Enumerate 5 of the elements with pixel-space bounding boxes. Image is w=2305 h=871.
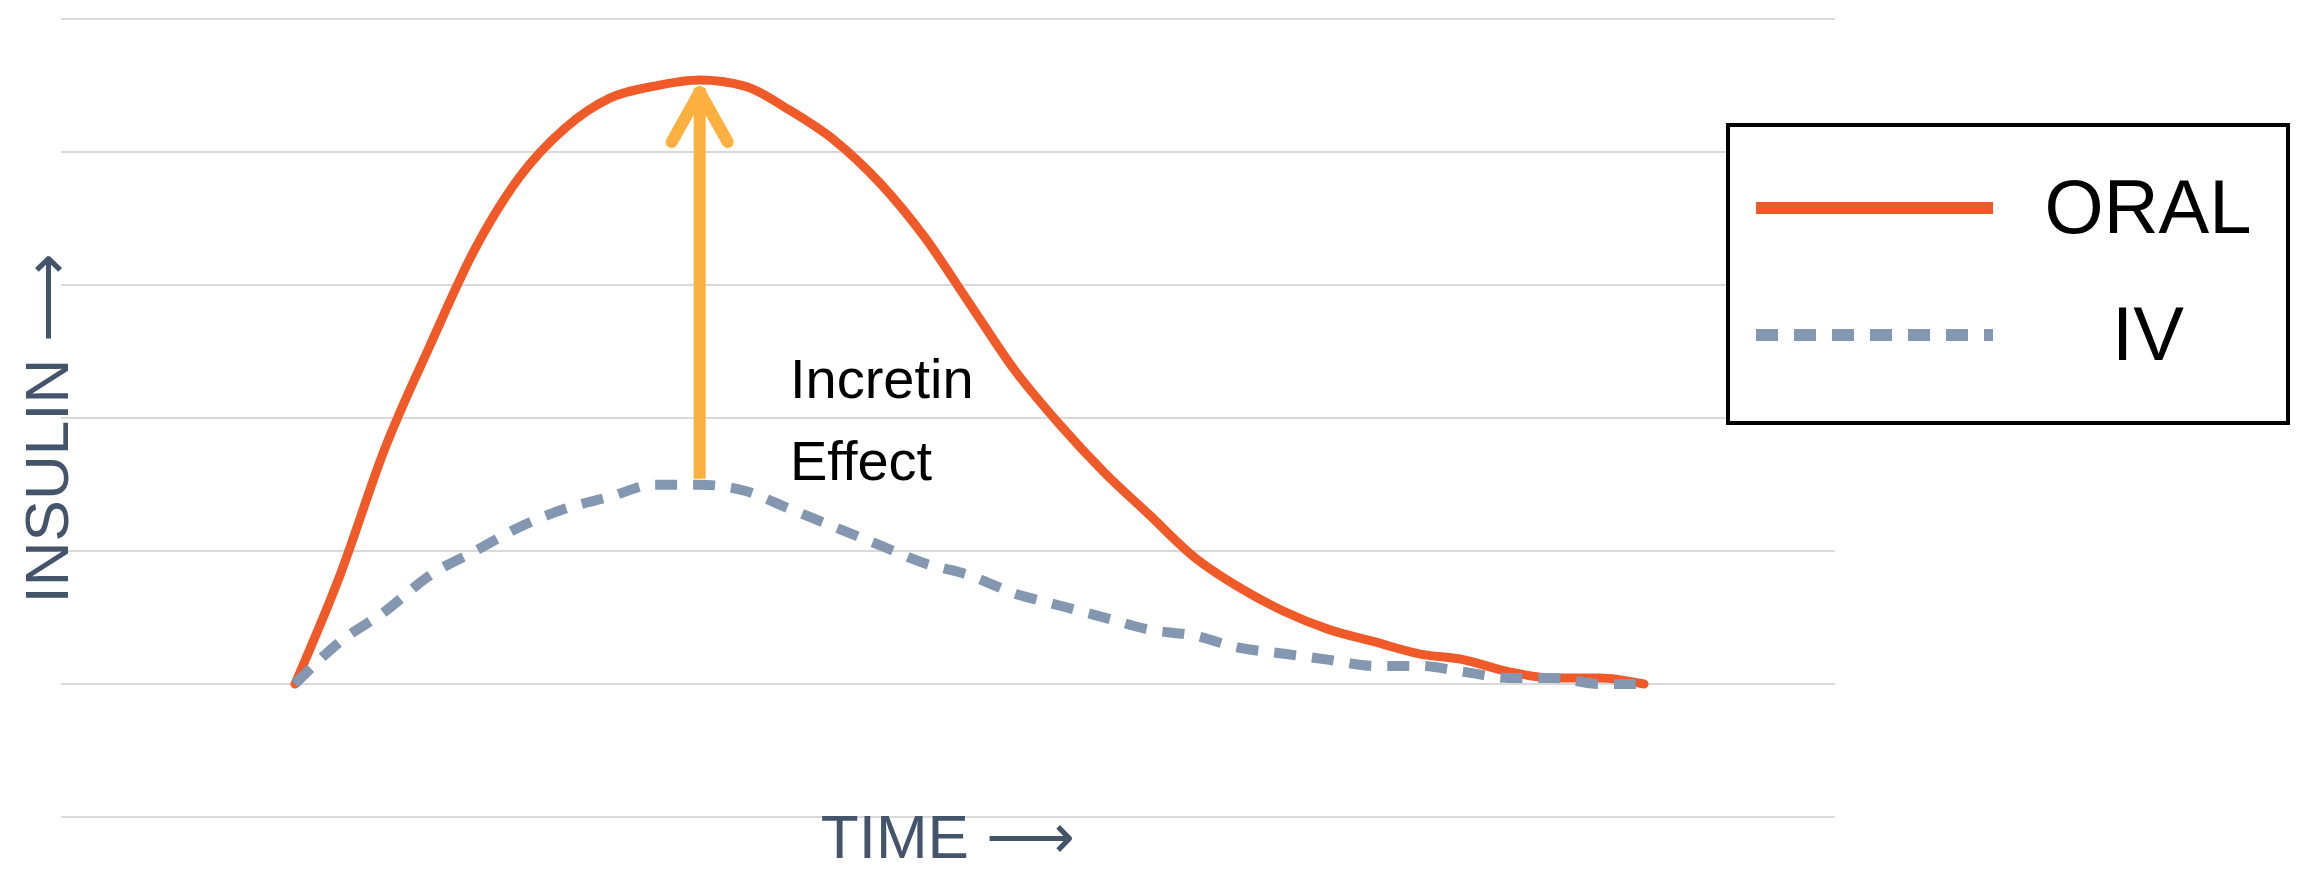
- legend-label: ORAL: [2044, 164, 2252, 249]
- annotation: Incretin Effect: [790, 347, 974, 492]
- x-axis-title: TIME ⟶: [820, 802, 1076, 871]
- legend-label: IV: [2112, 291, 2185, 376]
- y-axis-title: INSULIN ⟶: [12, 252, 81, 604]
